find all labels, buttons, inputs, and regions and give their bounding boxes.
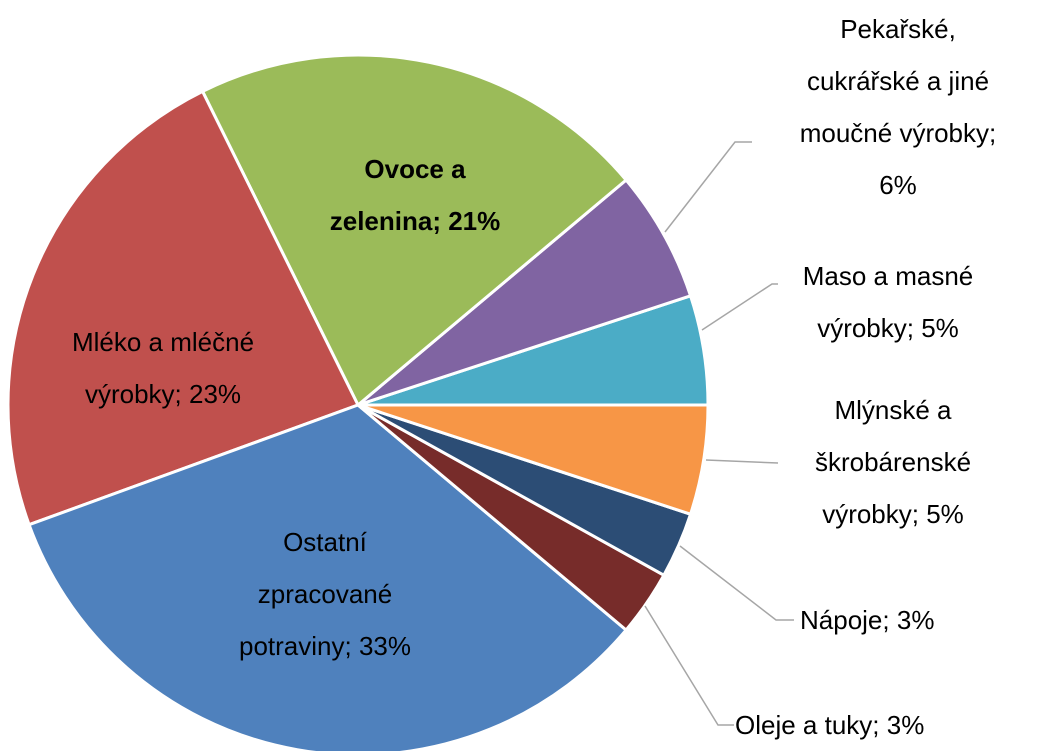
- data-label: Pekařské, cukrářské a jiné moučné výrobk…: [784, 3, 1012, 211]
- leader-line: [644, 605, 734, 726]
- value-label: 3%: [886, 710, 925, 740]
- pie-slice: [200, 53, 629, 408]
- value-label: 5%: [926, 499, 964, 529]
- pie-slice: [6, 89, 361, 527]
- data-label: Oleje a tuky; 3%: [735, 699, 924, 751]
- pie-slice: [357, 403, 710, 517]
- label-separator: ;: [174, 379, 189, 409]
- data-label: Ovoce a zelenina; 21%: [308, 143, 523, 247]
- pie-slice: [27, 403, 629, 751]
- category-name: Maso a masné výrobky: [802, 261, 974, 343]
- label-separator: ;: [989, 118, 997, 148]
- value-label: 23%: [188, 379, 242, 409]
- label-separator: ;: [911, 499, 927, 529]
- value-label: 21%: [448, 206, 501, 236]
- category-name: Oleje a tuky: [735, 710, 873, 740]
- category-name: Mlýnské a škrobárenské výrobky: [814, 395, 972, 529]
- value-label: 33%: [358, 631, 411, 661]
- leader-line: [679, 545, 794, 621]
- category-name: Ovoce a zelenina: [329, 154, 466, 236]
- data-label: Nápoje; 3%: [800, 594, 934, 646]
- value-label: 3%: [896, 605, 935, 635]
- pie-slice: [357, 177, 693, 407]
- data-label: Maso a masné výrobky; 5%: [791, 250, 986, 354]
- leader-line: [705, 459, 779, 464]
- category-name: Nápoje: [800, 605, 883, 635]
- label-separator: ;: [344, 631, 359, 661]
- data-label: Ostatní zpracované potraviny; 33%: [223, 516, 428, 672]
- leader-lines: [644, 141, 794, 726]
- label-separator: ;: [882, 605, 897, 635]
- category-name: Pekařské, cukrářské a jiné moučné výrobk…: [799, 14, 990, 148]
- category-name: Ostatní zpracované potraviny: [239, 527, 393, 661]
- label-separator: ;: [872, 710, 887, 740]
- value-label: 6%: [879, 170, 917, 200]
- leader-line: [664, 141, 752, 233]
- data-label: Mléko a mléčné výrobky; 23%: [51, 316, 276, 420]
- category-name: Mléko a mléčné výrobky: [71, 327, 255, 409]
- value-label: 5%: [921, 313, 959, 343]
- label-separator: ;: [432, 206, 449, 236]
- data-label: Mlýnské a škrobárenské výrobky; 5%: [806, 384, 981, 540]
- label-separator: ;: [906, 313, 922, 343]
- leader-line: [701, 283, 778, 331]
